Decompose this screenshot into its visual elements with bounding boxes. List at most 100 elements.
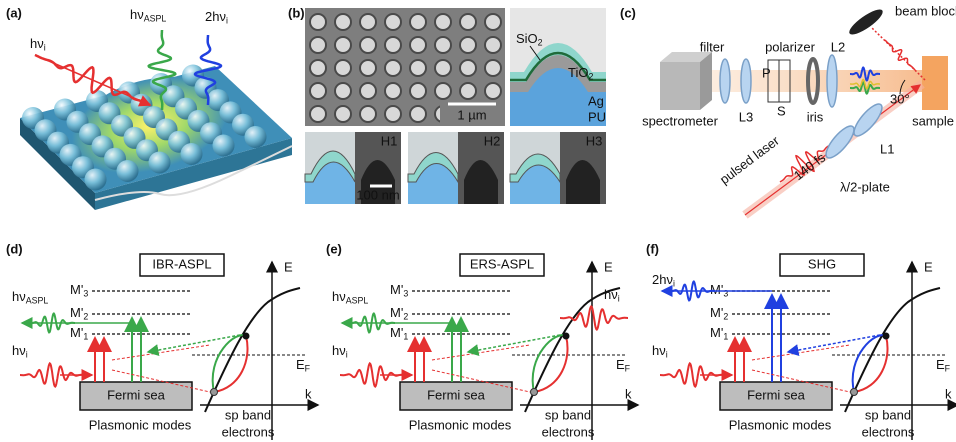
bump — [117, 160, 139, 182]
label: Plasmonic modes — [729, 417, 832, 432]
subscript: 2 — [403, 312, 408, 322]
label: M'1 — [390, 325, 408, 341]
transition-loop — [534, 336, 568, 392]
panel-title: ERS-ASPL — [470, 256, 534, 271]
transition-loop — [214, 336, 248, 392]
label: hνASPL — [12, 289, 48, 305]
label: sp band — [225, 407, 271, 422]
text-base: M' — [390, 305, 403, 320]
subscript: 3 — [83, 289, 88, 299]
nanodot — [460, 83, 476, 99]
nanodot — [435, 83, 451, 99]
label: Fermi sea — [427, 387, 486, 402]
electron — [851, 389, 858, 396]
label: M'2 — [70, 305, 88, 321]
panel-label: (b) — [288, 5, 305, 20]
label: 2hνi — [205, 9, 228, 25]
subscript: i — [346, 350, 348, 360]
label: EF — [296, 357, 311, 373]
subscript: 3 — [403, 289, 408, 299]
subscript: F — [625, 364, 631, 374]
panel-label: (c) — [620, 5, 636, 20]
electron — [883, 333, 890, 340]
nanodot — [335, 14, 351, 30]
label: k — [625, 386, 632, 401]
label: EF — [936, 357, 951, 373]
text-base: hν — [332, 289, 346, 304]
nanodot — [360, 37, 376, 53]
subscript: i — [673, 279, 675, 289]
lens — [827, 55, 837, 107]
label: electrons — [222, 424, 275, 439]
nanodot — [410, 14, 426, 30]
nanodot — [385, 106, 401, 122]
subscript: i — [666, 350, 668, 360]
label: pulsed laser — [717, 133, 783, 188]
electron — [563, 333, 570, 340]
sample — [922, 56, 948, 110]
subscript: F — [945, 364, 951, 374]
panel-title: IBR-ASPL — [152, 256, 211, 271]
nanodot — [385, 83, 401, 99]
nanodot — [485, 83, 501, 99]
label: sample — [912, 113, 954, 128]
panel-f: (f)SHGM'3M'2M'1Fermi seaPlasmonic modes2… — [646, 241, 956, 440]
text-base: M' — [390, 282, 403, 297]
label: EF — [616, 357, 631, 373]
nanodot — [385, 14, 401, 30]
label: L3 — [739, 109, 753, 124]
bump — [213, 135, 235, 157]
nanodot — [410, 83, 426, 99]
text-base: 2hν — [205, 9, 226, 24]
text-base: hν — [332, 343, 346, 358]
label: hνi — [30, 36, 46, 52]
band-curve — [525, 288, 620, 412]
panel-d: (d)IBR-ASPLM'3M'2M'1Fermi seaPlasmonic m… — [6, 241, 318, 440]
text-base: E — [936, 357, 945, 372]
label: P — [762, 65, 771, 80]
nanodot — [485, 60, 501, 76]
label: k — [305, 386, 312, 401]
coupling — [112, 345, 210, 360]
label: H1 — [381, 133, 398, 148]
coupling — [432, 345, 530, 360]
label: electrons — [542, 424, 595, 439]
text-base: M' — [710, 325, 723, 340]
panel-title: SHG — [808, 256, 836, 271]
label: Plasmonic modes — [89, 417, 192, 432]
label: E — [604, 259, 613, 274]
nanodot — [335, 106, 351, 122]
text-base: E — [296, 357, 305, 372]
label: Plasmonic modes — [409, 417, 512, 432]
collection-beam — [700, 70, 922, 92]
label: L2 — [831, 39, 845, 54]
coupling — [752, 345, 850, 360]
label: E — [284, 259, 293, 274]
nanodot — [360, 83, 376, 99]
text-base: M' — [70, 282, 83, 297]
nanodot — [485, 14, 501, 30]
label: filter — [700, 39, 725, 54]
label: H3 — [586, 133, 603, 148]
nanodot — [435, 60, 451, 76]
panel-c: (c)beam blockfilterpolarizerL2PSspectrom… — [620, 3, 956, 215]
subscript: 2 — [83, 312, 88, 322]
text-base: M' — [390, 325, 403, 340]
lens — [741, 59, 751, 103]
nanodot — [310, 83, 326, 99]
transition-loop — [854, 336, 888, 392]
subscript: ASPL — [26, 296, 49, 306]
wave-packet — [348, 314, 395, 333]
label: polarizer — [765, 39, 816, 54]
label: H2 — [484, 133, 501, 148]
subscript: i — [618, 294, 620, 304]
nanodot — [360, 106, 376, 122]
waveplate — [822, 122, 858, 162]
wave-packet — [668, 282, 715, 301]
nanodot — [385, 37, 401, 53]
bump — [245, 126, 267, 148]
nanodot — [435, 37, 451, 53]
nanodot — [335, 83, 351, 99]
label: M'3 — [390, 282, 408, 298]
